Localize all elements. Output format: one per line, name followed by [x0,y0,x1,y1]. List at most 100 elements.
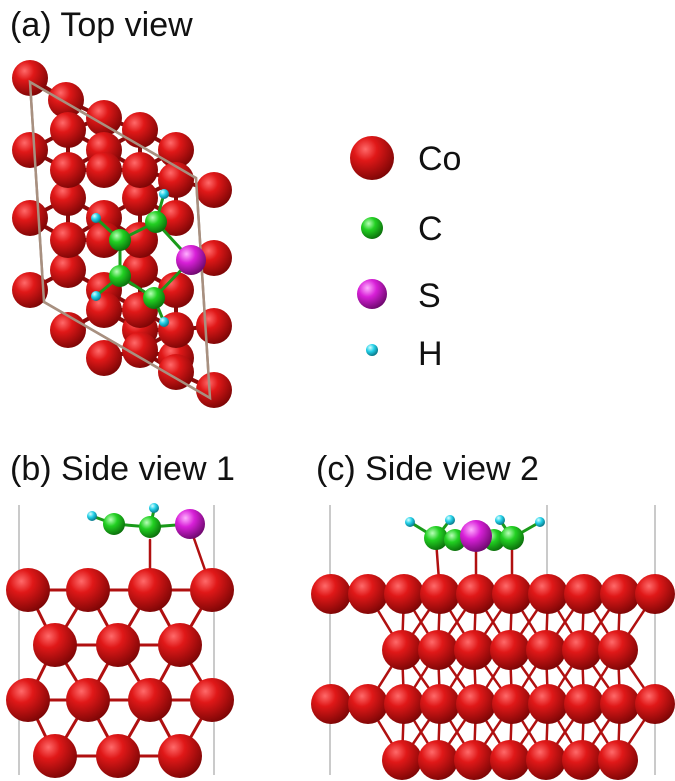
h-atom [405,517,415,527]
co-atom [158,200,194,236]
c-atom [109,229,131,251]
co-atom [635,684,675,724]
co-atom [6,568,50,612]
co-atom [564,574,604,614]
co-atom [122,252,158,288]
h-atom [535,517,545,527]
co-atom [66,678,110,722]
co-atom [6,678,50,722]
s-atom [460,520,492,552]
h-atom [149,503,159,513]
co-atom [158,272,194,308]
co-atom [492,684,532,724]
co-atom [311,684,351,724]
co-atom [418,630,458,670]
co-atom [12,132,48,168]
co-atom [86,222,122,258]
co-atom [158,734,202,778]
c-atom [109,265,131,287]
co-atom [50,252,86,288]
co-atom [86,100,122,136]
co-atom [490,740,530,780]
co-atom [564,684,604,724]
co-atom [635,574,675,614]
co-atom [96,734,140,778]
co-atom [86,152,122,188]
co-atom [33,734,77,778]
co-atom [311,574,351,614]
s-atom [176,245,206,275]
co-atom [456,684,496,724]
co-atom [50,222,86,258]
c-atom [143,287,165,309]
co-atom [562,740,602,780]
c-atom [145,211,167,233]
co-atom [196,308,232,344]
co-atom [50,312,86,348]
co-atom [196,372,232,408]
co-atom [418,740,458,780]
co-atom [348,574,388,614]
side-view-2-structure [311,505,675,780]
co-atom [348,684,388,724]
h-atom [445,515,455,525]
co-atom [66,568,110,612]
c-atom [103,513,125,535]
s-atom [357,279,387,309]
co-atom [526,740,566,780]
h-atom [159,189,169,199]
co-atom [350,136,394,180]
co-atom [196,240,232,276]
co-atom [122,112,158,148]
co-atom [33,623,77,667]
co-atom [158,354,194,390]
co-atom [12,272,48,308]
c-atom [500,526,524,550]
co-atom [454,630,494,670]
co-atom [190,678,234,722]
co-atom [382,740,422,780]
c-atom [361,217,383,239]
co-atom [492,574,532,614]
c-atom [424,526,448,550]
co-atom [12,200,48,236]
co-atom [158,132,194,168]
co-atom [128,678,172,722]
h-atom [159,317,169,327]
co-atom [158,623,202,667]
co-atom [122,180,158,216]
co-atom [122,222,158,258]
legend-label-c: C [418,210,443,248]
co-atom [384,684,424,724]
legend-label-h: H [418,335,443,373]
co-atom [528,684,568,724]
h-atom [495,515,505,525]
unit-cell-outline-front [28,79,212,401]
co-atom [600,684,640,724]
co-atom [490,630,530,670]
h-atom [91,291,101,301]
h-atom [366,344,378,356]
co-atom [384,574,424,614]
co-atom [86,340,122,376]
panel-a-label: (a) Top view [10,6,193,44]
co-atom [196,172,232,208]
side-view-1-structure [6,503,234,778]
co-atom [122,152,158,188]
legend-label-co: Co [418,140,462,178]
co-atom [96,623,140,667]
co-atom [382,630,422,670]
co-atom [50,152,86,188]
co-atom [600,574,640,614]
co-atom [528,574,568,614]
co-atom [562,630,602,670]
legend-markers [350,136,394,356]
h-atom [87,511,97,521]
co-atom [526,630,566,670]
s-atom [175,509,205,539]
co-atom [598,740,638,780]
co-atom [128,568,172,612]
panel-c-label: (c) Side view 2 [316,450,539,488]
co-atom [454,740,494,780]
